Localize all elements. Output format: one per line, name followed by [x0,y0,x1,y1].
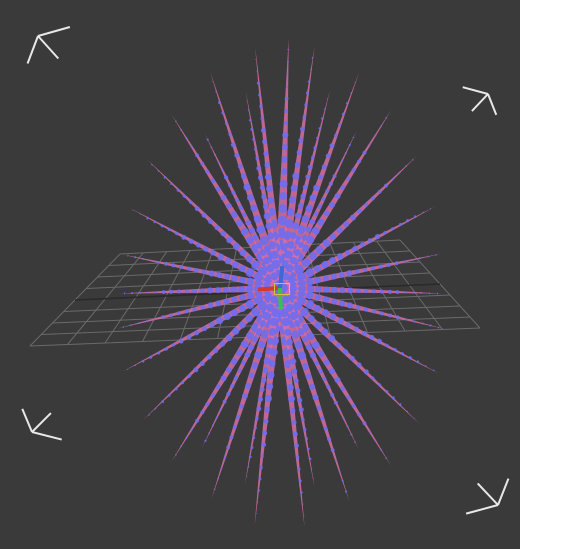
3d-viewport[interactable] [0,0,563,549]
gizmo-origin-box[interactable] [274,283,290,295]
viewport-background [0,0,520,549]
viewport-padding [520,0,563,549]
